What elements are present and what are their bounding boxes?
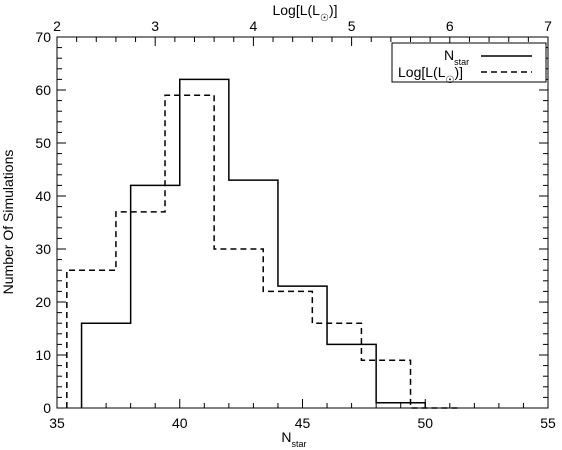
legend: Nstar Log[L(L☉)] xyxy=(391,42,547,86)
top-tick-label: 3 xyxy=(151,18,159,34)
y-tick-label: 30 xyxy=(35,241,51,257)
x-axis-label: Nstar xyxy=(281,429,306,449)
x-axis-label-sub: star xyxy=(292,439,307,449)
legend-label-log: Log[L(L☉)] xyxy=(398,64,463,86)
y-axis-label: Number Of Simulations xyxy=(0,150,16,295)
top-tick-label: 5 xyxy=(348,18,356,34)
top-tick-label: 6 xyxy=(446,18,454,34)
top-tick-label: 2 xyxy=(53,18,61,34)
x-tick-label: 40 xyxy=(172,415,188,431)
y-tick-label: 60 xyxy=(35,82,51,98)
top-axis-sun-symbol: ☉ xyxy=(320,13,329,24)
y-tick-label: 50 xyxy=(35,135,51,151)
legend-log-suffix: )] xyxy=(454,64,463,80)
x-tick-label: 50 xyxy=(417,415,433,431)
top-axis-label: Log[L(L☉)] xyxy=(272,2,337,24)
legend-box xyxy=(391,42,547,83)
y-tick-label: 70 xyxy=(35,29,51,45)
top-tick-label: 7 xyxy=(544,18,552,34)
series-layer xyxy=(66,78,460,409)
x-tick-label: 45 xyxy=(295,415,311,431)
legend-log-prefix: Log[L(L xyxy=(398,64,446,80)
histogram-nstar xyxy=(80,78,426,408)
legend-label-nstar: Nstar xyxy=(444,47,469,67)
top-tick-label: 4 xyxy=(250,18,258,34)
x-tick-label: 55 xyxy=(540,415,556,431)
legend-nstar-main: N xyxy=(444,47,454,63)
y-tick-label: 10 xyxy=(35,347,51,363)
legend-nstar-sub: star xyxy=(454,57,469,67)
y-tick-label: 20 xyxy=(35,294,51,310)
top-axis-label-prefix: Log[L(L xyxy=(272,2,320,18)
legend-sun-symbol: ☉ xyxy=(445,75,454,86)
x-axis-label-main: N xyxy=(281,429,291,445)
histogram-log-luminosity xyxy=(66,94,460,409)
top-axis-label-suffix: )] xyxy=(329,2,338,18)
x-tick-label: 35 xyxy=(49,415,65,431)
y-tick-label: 0 xyxy=(43,400,51,416)
y-tick-label: 40 xyxy=(35,188,51,204)
